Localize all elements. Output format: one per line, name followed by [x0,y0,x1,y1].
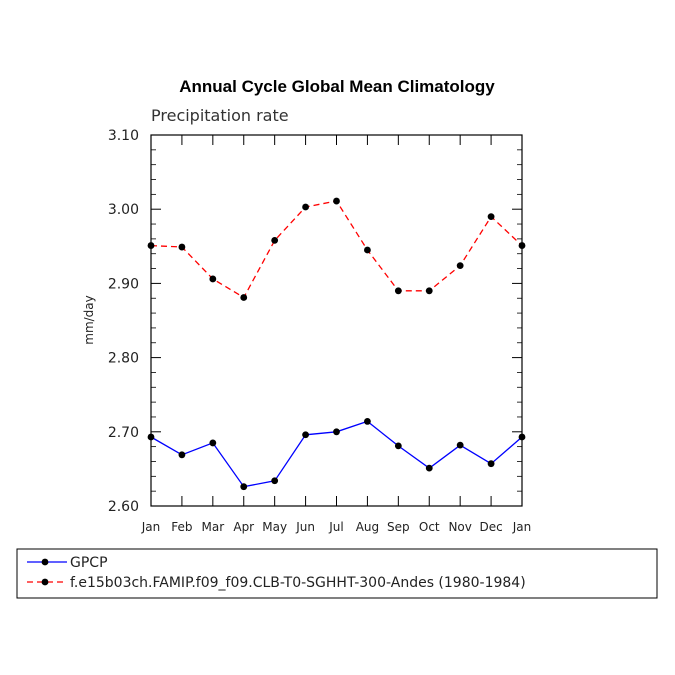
axis-ticks [150,134,523,507]
series-1-point [456,441,464,449]
series-2-point [271,236,279,244]
x-tick-label: Dec [479,520,502,534]
series-line-2 [150,200,523,299]
series-layer [147,197,526,491]
series-2-point [394,287,402,295]
y-tick-label: 2.90 [108,276,139,292]
series-1-point [425,464,433,472]
y-tick-label: 2.80 [108,351,139,367]
series-1-point [518,433,526,441]
series-1-point [178,451,186,459]
x-tick-labels: Jan Feb Mar Apr May Jun Jul Aug Sep Oct Nov Dec Jan [141,520,532,534]
legend-label-2: f.e15b03ch.FAMIP.f09_f09.CLB-T0-SGHHT-30… [70,575,526,591]
series-1-point [487,460,495,468]
series-1-point [147,433,155,441]
series-2-point [178,243,186,251]
x-tick-label: May [262,520,287,534]
series-1-point [394,442,402,450]
legend: GPCP f.e15b03ch.FAMIP.f09_f09.CLB-T0-SGHH… [27,555,526,591]
x-tick-label: Feb [171,520,192,534]
y-tick-label: 2.60 [108,499,139,515]
x-tick-label: Nov [448,520,471,534]
x-tick-label: Jan [141,520,161,534]
x-tick-label: Mar [202,520,225,534]
y-tick-label: 3.10 [108,128,139,144]
x-tick-label: Oct [419,520,440,534]
x-tick-label: Jan [512,520,532,534]
x-tick-label: Apr [233,520,254,534]
x-tick-label: Jul [328,520,343,534]
series-1-point [364,418,371,425]
series-2-point [425,287,433,295]
x-tick-label: Sep [387,520,410,534]
legend-box [16,548,658,599]
chart-title: Annual Cycle Global Mean Climatology [179,77,495,96]
series-2-point [364,246,371,254]
series-1-point [333,428,340,436]
series-2-point [487,213,495,221]
y-axis-label: mm/day [82,295,96,345]
series-1-point [240,483,248,491]
series-2-point [147,242,155,249]
series-1-point [209,439,217,447]
series-2-point [456,262,464,269]
legend-marker-1 [41,558,49,566]
legend-marker-2 [41,578,49,586]
series-1-point [271,477,279,485]
series-2-point [333,197,340,205]
chart-subtitle: Precipitation rate [151,106,289,125]
x-tick-label: Jun [295,520,315,534]
legend-label-1: GPCP [70,555,108,571]
series-2-point [240,294,248,301]
y-tick-label: 2.70 [108,425,139,441]
series-1-point [302,431,309,439]
series-2-point [518,242,526,249]
x-tick-label: Aug [356,520,379,534]
plot-frame [150,134,523,507]
series-2-point [302,203,309,211]
series-2-point [209,275,217,283]
y-tick-label: 3.00 [108,202,139,218]
y-tick-labels: 2.60 2.70 2.80 2.90 3.00 3.10 [108,128,139,515]
